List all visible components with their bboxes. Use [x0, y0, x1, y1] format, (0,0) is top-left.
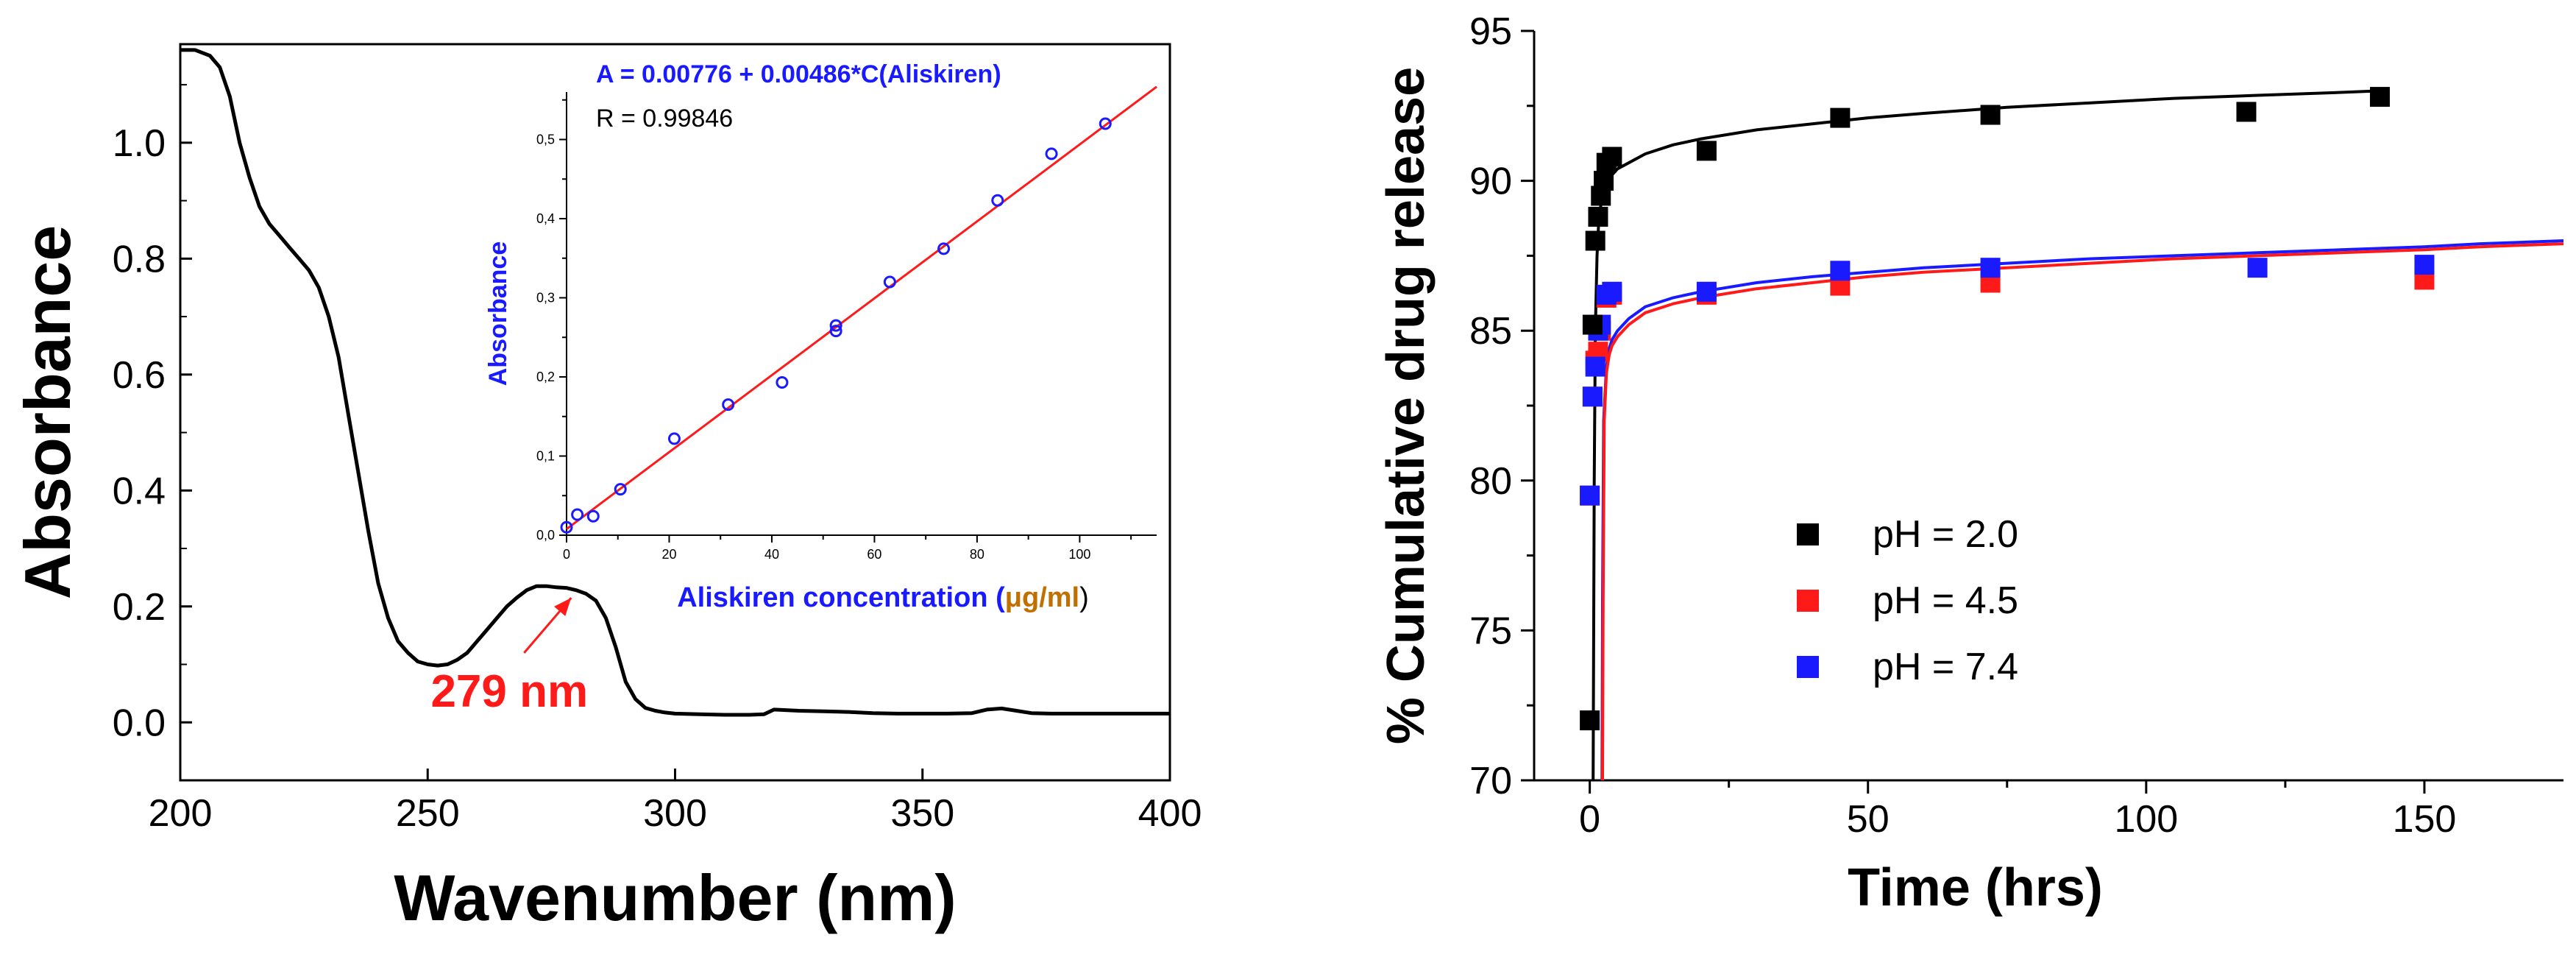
right-x-axis-title: Time (hrs): [1848, 858, 2103, 917]
legend-label: pH = 4.5: [1873, 579, 2018, 622]
inset-data-point: [1045, 147, 1058, 160]
left-x-tick-label: 400: [1138, 792, 1202, 835]
data-marker-ph-74: [1696, 281, 1717, 302]
inset-data-point: [614, 483, 627, 496]
inset-y-tick-label: 0,4: [536, 211, 555, 226]
inset-y-tick-label: 0,2: [536, 370, 555, 384]
legend-label: pH = 7.4: [1873, 646, 2018, 688]
data-marker-ph-74: [2247, 258, 2268, 278]
left-y-tick-label: 1.0: [113, 122, 166, 165]
right-y-axis-title: % Cumulative drug release: [1377, 67, 1436, 744]
inset-y-axis-title: Absorbance: [484, 241, 512, 386]
left-x-tick-label: 350: [890, 792, 954, 835]
left-y-tick-label: 0.0: [113, 702, 166, 744]
data-marker-ph-74: [1585, 356, 1605, 377]
left-y-tick-label: 0.6: [113, 354, 166, 397]
inset-data-point: [829, 319, 842, 332]
inset-y-tick-label: 0,0: [536, 528, 555, 543]
inset-data-point: [586, 509, 600, 523]
left-plot-frame: [179, 43, 1171, 782]
left-y-tick-label: 0.4: [113, 470, 166, 512]
data-marker-ph-74: [1980, 258, 2001, 278]
left-y-tick-label: 0.8: [113, 238, 166, 280]
left-x-tick-label: 200: [149, 792, 213, 835]
inset-data-point: [883, 275, 896, 289]
data-marker-ph-74: [1580, 485, 1600, 506]
left-y-axis-title: Absorbance: [11, 225, 84, 600]
data-marker-ph-20: [1585, 230, 1605, 251]
inset-data-point: [829, 325, 842, 338]
right-y-tick-label: 75: [1469, 610, 1512, 652]
inset-y-tick-label: 0,3: [536, 291, 555, 306]
right-y-tick-label: 70: [1469, 760, 1512, 802]
inset-y-tick-label: 0,1: [536, 449, 555, 464]
inset-x-tick-label: 100: [1068, 547, 1090, 562]
data-marker-ph-20: [1582, 314, 1603, 335]
right-x-tick-label: 0: [1579, 798, 1600, 841]
inset-x-axis-title-unit: μg/ml: [1005, 582, 1079, 613]
inset-data-point: [571, 508, 584, 521]
legend-swatch: [1797, 523, 1819, 545]
annotation-arrow-head: [554, 598, 572, 616]
left-y-tick-label: 0.2: [113, 586, 166, 629]
inset-x-tick-label: 60: [867, 547, 881, 562]
inset-x-tick-label: 40: [764, 547, 779, 562]
spectrum-line: [180, 48, 1170, 717]
data-marker-ph-20: [1588, 206, 1608, 227]
legend-swatch: [1797, 590, 1819, 612]
inset-x-axis-title: Aliskiren concentration (μg/ml): [677, 582, 1089, 613]
inset-data-point: [776, 376, 789, 389]
right-y-tick-label: 95: [1469, 10, 1512, 53]
inset-x-tick-label: 0: [563, 547, 570, 562]
data-marker-ph-20: [2369, 87, 2390, 107]
right-x-tick-label: 50: [1847, 798, 1890, 841]
inset-data-point: [667, 432, 681, 445]
right-x-tick-label: 100: [2114, 798, 2178, 841]
data-marker-ph-20: [1602, 146, 1622, 167]
inset-x-tick-label: 20: [661, 547, 676, 562]
data-marker-ph-20: [1980, 105, 2001, 125]
inset-x-axis-title-main: Aliskiren concentration (: [677, 582, 1005, 613]
data-marker-ph-74: [1582, 386, 1603, 407]
inset-data-point: [560, 520, 573, 534]
right-y-tick-label: 85: [1469, 310, 1512, 353]
left-x-axis-title: Wavenumber (nm): [394, 861, 956, 934]
inset-fit-line: [566, 85, 1157, 530]
inset-y-tick-label: 0,5: [536, 133, 555, 147]
left-x-tick-label: 250: [396, 792, 460, 835]
right-y-tick-label: 80: [1469, 460, 1512, 503]
data-marker-ph-74: [1602, 281, 1622, 302]
inset-data-point: [722, 398, 735, 412]
inset-data-point: [991, 194, 1004, 207]
inset-x-tick-label: 80: [970, 547, 984, 562]
inset-equation: A = 0.00776 + 0.00486*C(Aliskiren): [596, 60, 1001, 88]
data-marker-ph-20: [1594, 171, 1614, 191]
fit-curve-74: [1600, 239, 2563, 780]
data-marker-ph-20: [1580, 710, 1600, 731]
fit-curve-20: [1592, 89, 2380, 780]
legend-swatch: [1797, 656, 1819, 678]
fit-curve-45: [1601, 242, 2563, 780]
inset-r-value: R = 0.99846: [596, 105, 733, 133]
data-marker-ph-20: [1696, 141, 1717, 161]
right-y-tick-label: 90: [1469, 160, 1512, 203]
data-marker-ph-74: [1830, 261, 1851, 281]
annotation-label: 279 nm: [430, 666, 588, 717]
data-marker-ph-20: [2236, 102, 2257, 122]
legend-label: pH = 2.0: [1873, 513, 2018, 556]
inset-x-axis-title-close: ): [1079, 582, 1089, 613]
right-x-tick-label: 150: [2393, 798, 2457, 841]
left-x-tick-label: 300: [643, 792, 707, 835]
inset-data-point: [937, 242, 951, 255]
data-marker-ph-20: [1830, 107, 1851, 128]
inset-data-point: [1099, 117, 1112, 130]
data-marker-ph-74: [2414, 255, 2435, 275]
